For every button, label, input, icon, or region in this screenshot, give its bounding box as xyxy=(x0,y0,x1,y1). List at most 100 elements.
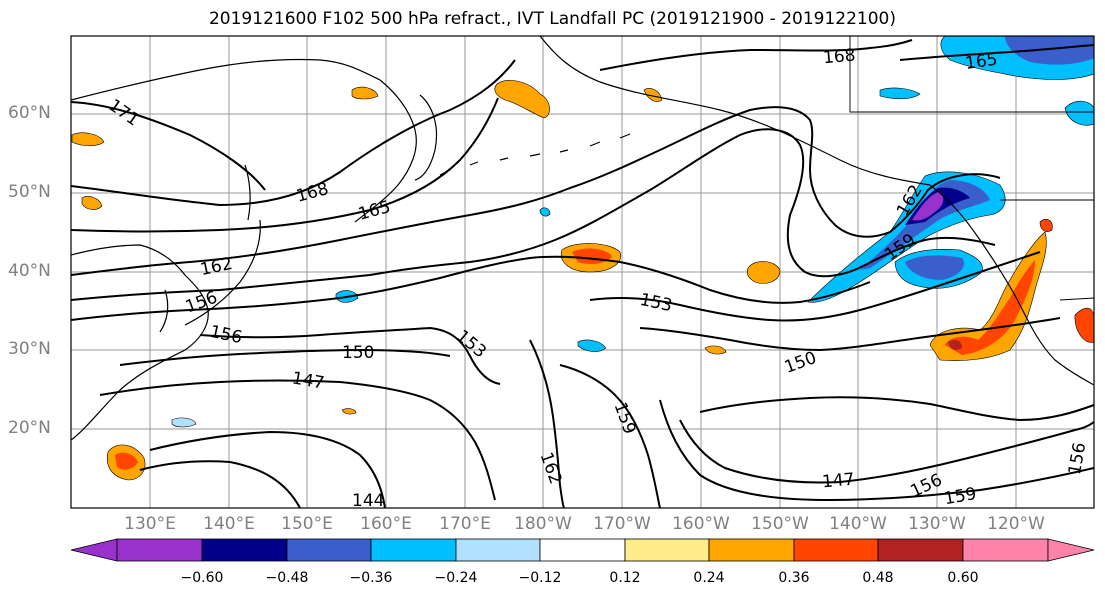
colorbar-tick-024: 0.24 xyxy=(693,570,725,586)
lat-label-20n: 20°N xyxy=(8,418,51,438)
contour-label-159-east: 159 xyxy=(943,484,978,509)
contour-144 xyxy=(149,430,386,508)
colorbar-extend-low xyxy=(70,538,118,562)
shade-blob-small-5 xyxy=(1039,218,1053,232)
colorbar-tick-m060: −0.60 xyxy=(180,570,224,586)
colorbar-bin-11 xyxy=(962,538,1049,562)
lon-label-170w: 170°W xyxy=(593,514,651,534)
lon-label-120w: 120°W xyxy=(987,514,1045,534)
colorbar-bin-5 xyxy=(455,538,541,562)
colorbar-bin-9 xyxy=(793,538,879,562)
shade-neg-small-5 xyxy=(539,207,551,217)
colorbar-tick-012: 0.12 xyxy=(609,570,641,586)
shade-neg-small-1 xyxy=(577,339,607,352)
contour-162 xyxy=(71,106,1001,276)
coast-japan xyxy=(184,219,261,326)
shade-neg-north-blue xyxy=(1005,36,1094,65)
contour-label-168-east: 168 xyxy=(822,46,856,69)
contour-168-west xyxy=(71,59,516,207)
colorbar-bin-6 xyxy=(539,538,626,562)
colorbar-bin-1 xyxy=(116,538,203,562)
lon-label-150w: 150°W xyxy=(751,514,809,534)
colorbar-bin-7 xyxy=(624,538,710,562)
contour-low-left xyxy=(139,460,301,508)
coast-kamchatka xyxy=(414,94,438,181)
lat-label-30n: 30°N xyxy=(8,339,51,359)
shade-neg-small-6 xyxy=(879,87,921,100)
coast-alaska xyxy=(539,36,931,186)
contour-label-144: 144 xyxy=(352,491,384,511)
contour-171 xyxy=(71,101,266,191)
contour-168-east xyxy=(599,39,913,71)
shade-blob-small-4 xyxy=(704,345,727,355)
colorbar-bin-4 xyxy=(370,538,457,562)
graticule xyxy=(71,36,1094,508)
colorbar-tick-m036: −0.36 xyxy=(349,570,393,586)
colorbar-bin-3 xyxy=(286,538,372,562)
contour-150-west xyxy=(119,348,451,366)
colorbar-bin-2 xyxy=(201,538,288,562)
lon-label-140w: 140°W xyxy=(829,514,887,534)
contour-153-west xyxy=(199,326,501,385)
colorbar xyxy=(70,538,1095,562)
coast-asia-north xyxy=(71,58,381,101)
border-alaska-canada xyxy=(849,36,1094,113)
shade-blob-hawaii-west-core xyxy=(115,452,138,470)
lon-label-130e: 130°E xyxy=(124,514,176,534)
contour-159 xyxy=(71,128,996,301)
map-frame xyxy=(70,35,1095,509)
contour-159-mid xyxy=(559,364,661,508)
lon-label-140e: 140°E xyxy=(203,514,255,534)
coast-asia-east xyxy=(354,79,417,223)
colorbar-tick-m024: −0.24 xyxy=(434,570,478,586)
colorbar-tick-036: 0.36 xyxy=(778,570,810,586)
colorbar-extend-high xyxy=(1047,538,1095,562)
colorbar-tick-m048: −0.48 xyxy=(265,570,309,586)
shade-neg-small-3 xyxy=(171,417,197,428)
political-borders xyxy=(849,36,1094,301)
lat-label-40n: 40°N xyxy=(8,261,51,281)
lat-label-50n: 50°N xyxy=(8,182,51,202)
lon-label-130w: 130°W xyxy=(908,514,966,534)
shade-blob-small-6 xyxy=(341,408,357,415)
shade-neg-bc-blue xyxy=(905,255,964,280)
contour-156-upper xyxy=(71,255,871,321)
contour-label-165-east: 165 xyxy=(964,50,999,74)
contour-153-east xyxy=(589,251,1041,322)
shade-blob-small-3 xyxy=(351,86,379,100)
shade-blob-mid-pacific xyxy=(746,261,781,284)
shade-blob-east-edge xyxy=(1074,307,1094,343)
lon-label-150e: 150°E xyxy=(281,514,333,534)
lon-label-160w: 160°W xyxy=(672,514,730,534)
colorbar-tick-m012: −0.12 xyxy=(518,570,562,586)
contour-label-147-east: 147 xyxy=(821,470,855,493)
contour-162-mid xyxy=(529,339,565,508)
contour-147-east xyxy=(699,396,1094,422)
map-title: 2019121600 F102 500 hPa refract., IVT La… xyxy=(208,9,896,29)
contour-147 xyxy=(99,379,496,501)
colorbar-tick-048: 0.48 xyxy=(862,570,894,586)
shade-neg-gulf-alaska-core xyxy=(912,192,944,221)
refractivity-contours xyxy=(71,39,1094,508)
contour-150-east xyxy=(639,317,1061,352)
shade-neg-gulf-alaska-blue xyxy=(860,180,990,270)
shade-blob-small-7 xyxy=(643,88,663,102)
lon-label-160e: 160°E xyxy=(360,514,412,534)
contour-165 xyxy=(71,97,499,233)
shade-blob-coast-darkest xyxy=(948,340,962,350)
contour-156-east xyxy=(679,419,1094,484)
contour-label-150-west: 150 xyxy=(342,343,374,363)
colorbar-bin-10 xyxy=(877,538,964,562)
coast-sakhalin xyxy=(244,164,251,221)
lon-label-170e: 170°E xyxy=(439,514,491,534)
border-us-mexico xyxy=(1059,297,1094,301)
lat-label-60n: 60°N xyxy=(8,103,51,123)
contour-159-east xyxy=(659,399,1094,502)
shade-blob-aleutian xyxy=(494,80,550,119)
contour-165-east xyxy=(899,44,1094,61)
colorbar-bin-8 xyxy=(708,538,795,562)
positive-shading xyxy=(71,80,1094,481)
shade-blob-small-2 xyxy=(81,196,103,210)
colorbar-tick-060: 0.60 xyxy=(947,570,979,586)
